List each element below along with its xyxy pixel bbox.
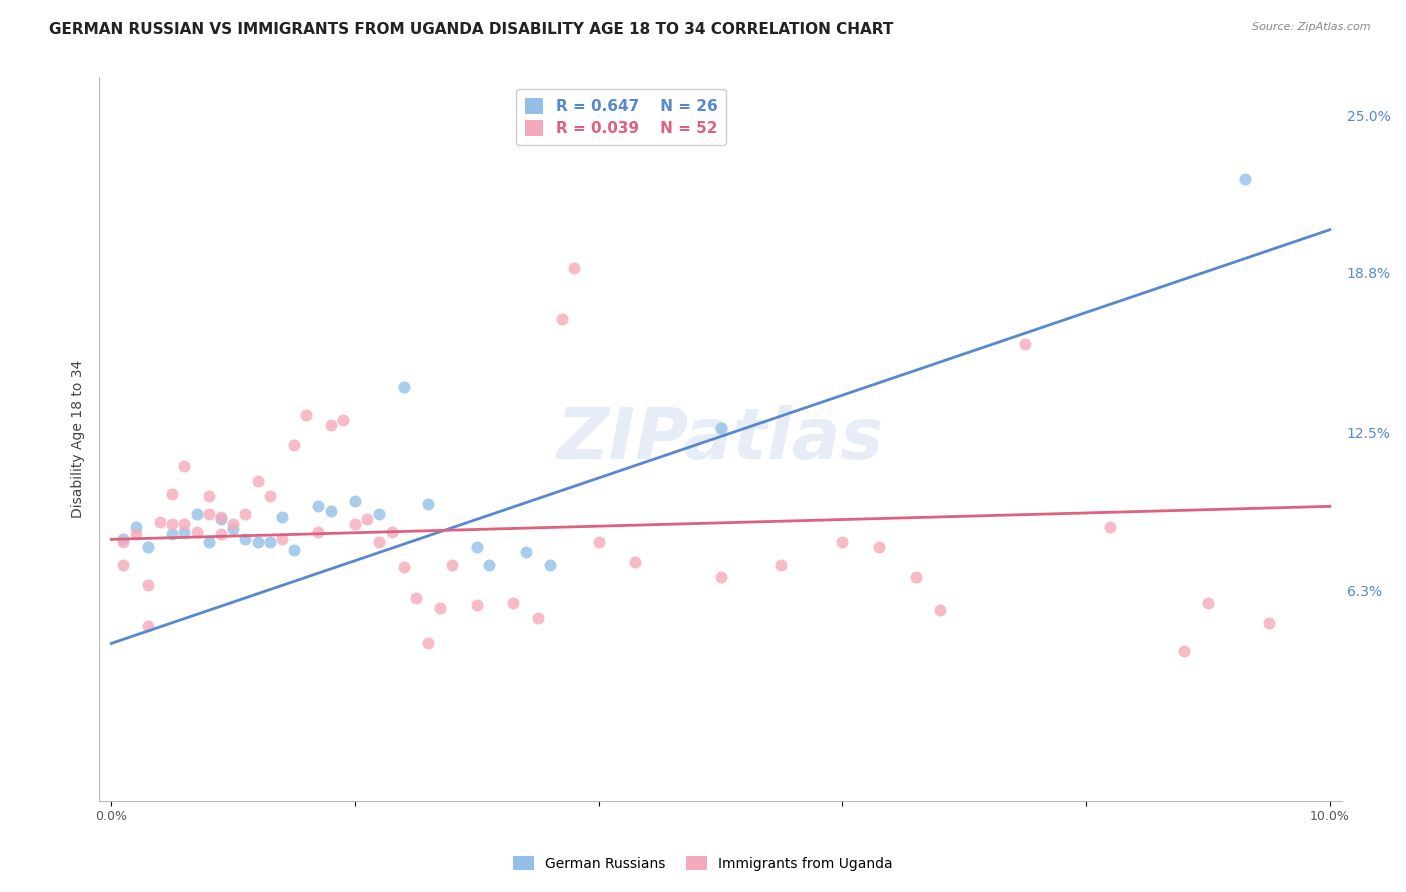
- Point: [515, 545, 537, 559]
- Point: [381, 524, 404, 539]
- Point: [441, 558, 464, 572]
- Point: [246, 534, 269, 549]
- Point: [1197, 596, 1219, 610]
- Point: [186, 507, 208, 521]
- Point: [368, 534, 391, 549]
- Point: [136, 540, 159, 554]
- Text: Source: ZipAtlas.com: Source: ZipAtlas.com: [1253, 22, 1371, 32]
- Point: [770, 558, 793, 572]
- Legend: German Russians, Immigrants from Uganda: German Russians, Immigrants from Uganda: [508, 850, 898, 876]
- Point: [368, 507, 391, 521]
- Point: [868, 540, 890, 554]
- Point: [222, 517, 245, 532]
- Point: [418, 636, 440, 650]
- Point: [904, 570, 927, 584]
- Point: [259, 534, 281, 549]
- Point: [162, 517, 184, 532]
- Point: [831, 534, 853, 549]
- Point: [709, 420, 731, 434]
- Point: [562, 260, 585, 275]
- Point: [198, 507, 221, 521]
- Point: [308, 524, 330, 539]
- Point: [112, 533, 135, 547]
- Point: [162, 486, 184, 500]
- Point: [136, 618, 159, 632]
- Point: [209, 527, 232, 541]
- Point: [588, 534, 610, 549]
- Point: [319, 418, 342, 433]
- Point: [125, 519, 148, 533]
- Point: [162, 527, 184, 541]
- Point: [198, 489, 221, 503]
- Point: [478, 558, 501, 572]
- Point: [1014, 337, 1036, 351]
- Point: [283, 542, 305, 557]
- Point: [173, 458, 195, 473]
- Point: [246, 474, 269, 488]
- Point: [1173, 644, 1195, 658]
- Point: [295, 408, 318, 422]
- Point: [186, 524, 208, 539]
- Y-axis label: Disability Age 18 to 34: Disability Age 18 to 34: [72, 360, 86, 518]
- Point: [429, 600, 451, 615]
- Point: [319, 504, 342, 518]
- Text: GERMAN RUSSIAN VS IMMIGRANTS FROM UGANDA DISABILITY AGE 18 TO 34 CORRELATION CHA: GERMAN RUSSIAN VS IMMIGRANTS FROM UGANDA…: [49, 22, 894, 37]
- Point: [356, 512, 378, 526]
- Point: [502, 596, 524, 610]
- Point: [392, 380, 415, 394]
- Point: [271, 533, 294, 547]
- Point: [405, 591, 427, 605]
- Point: [1257, 616, 1279, 631]
- Point: [624, 555, 647, 569]
- Point: [283, 438, 305, 452]
- Text: ZIPatlas: ZIPatlas: [557, 405, 884, 474]
- Point: [551, 311, 574, 326]
- Point: [112, 558, 135, 572]
- Point: [465, 599, 488, 613]
- Point: [235, 507, 257, 521]
- Point: [235, 533, 257, 547]
- Point: [173, 524, 195, 539]
- Point: [1233, 172, 1256, 186]
- Point: [332, 413, 354, 427]
- Point: [271, 509, 294, 524]
- Point: [709, 570, 731, 584]
- Point: [125, 527, 148, 541]
- Point: [465, 540, 488, 554]
- Point: [149, 515, 172, 529]
- Legend: R = 0.647    N = 26, R = 0.039    N = 52: R = 0.647 N = 26, R = 0.039 N = 52: [516, 88, 727, 145]
- Point: [136, 578, 159, 592]
- Point: [198, 534, 221, 549]
- Point: [222, 522, 245, 536]
- Point: [538, 558, 561, 572]
- Point: [209, 512, 232, 526]
- Point: [344, 517, 367, 532]
- Point: [392, 560, 415, 574]
- Point: [1099, 519, 1122, 533]
- Point: [344, 494, 367, 508]
- Point: [259, 489, 281, 503]
- Point: [928, 603, 950, 617]
- Point: [173, 517, 195, 532]
- Point: [418, 497, 440, 511]
- Point: [209, 509, 232, 524]
- Point: [526, 611, 548, 625]
- Point: [308, 500, 330, 514]
- Point: [112, 534, 135, 549]
